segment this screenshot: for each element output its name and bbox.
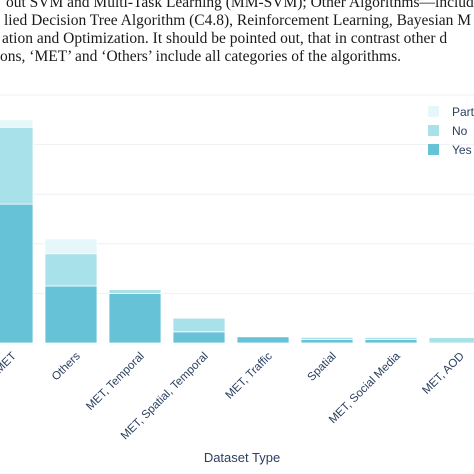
legend-label-partial[interactable]: Partial: [452, 105, 474, 119]
legend-swatch-no[interactable]: [428, 125, 439, 136]
bar-no-1[interactable]: [44, 253, 98, 287]
caption-line: ons, ‘MET’ and ‘Others’ include all cate…: [0, 48, 402, 65]
caption-line: lied Decision Tree Algorithm (C4.8), Rei…: [4, 12, 472, 29]
bar-yes-3[interactable]: [172, 331, 226, 344]
x-tick-label: MET, Social Media: [327, 350, 403, 426]
bar-yes-1[interactable]: [44, 285, 98, 344]
bar-yes-2[interactable]: [108, 292, 162, 344]
x-tick-label: Others: [50, 350, 83, 383]
bar-yes-4[interactable]: [236, 336, 290, 344]
bar-no-5[interactable]: [300, 336, 354, 340]
bar-yes-0[interactable]: [0, 203, 34, 344]
bar-partial-1[interactable]: [44, 238, 98, 255]
x-axis-title: Dataset Type: [204, 450, 280, 465]
bar-partial-6[interactable]: [364, 335, 418, 338]
x-tick-label: MET: [0, 350, 19, 376]
caption-line: ation and Optimization. It should be poi…: [2, 30, 448, 47]
bar-no-3[interactable]: [172, 317, 226, 333]
x-tick-label: MET, Traffic: [224, 350, 275, 401]
legend-label-yes[interactable]: Yes: [452, 143, 472, 157]
bars: [0, 119, 474, 344]
bar-no-7[interactable]: [428, 337, 474, 344]
bar-partial-0[interactable]: [0, 119, 34, 128]
legend-label-no[interactable]: No: [452, 124, 468, 138]
legend-swatch-yes[interactable]: [428, 144, 439, 155]
bar-no-2[interactable]: [108, 289, 162, 294]
bar-yes-6[interactable]: [364, 339, 418, 344]
legend-swatch-partial[interactable]: [428, 106, 439, 117]
caption-line: out SVM and Multi-Task Learning (MM-SVM)…: [6, 0, 474, 11]
bar-no-0[interactable]: [0, 126, 34, 205]
x-tick-label: Spatial: [305, 350, 338, 383]
legend[interactable]: Partial No Yes: [428, 105, 474, 157]
caption-text: out SVM and Multi-Task Learning (MM-SVM)…: [0, 0, 474, 70]
x-tick-label: MET, AOD: [420, 350, 466, 396]
x-tick-label: MET, Temporal: [84, 350, 147, 413]
bar-yes-5[interactable]: [300, 339, 354, 344]
